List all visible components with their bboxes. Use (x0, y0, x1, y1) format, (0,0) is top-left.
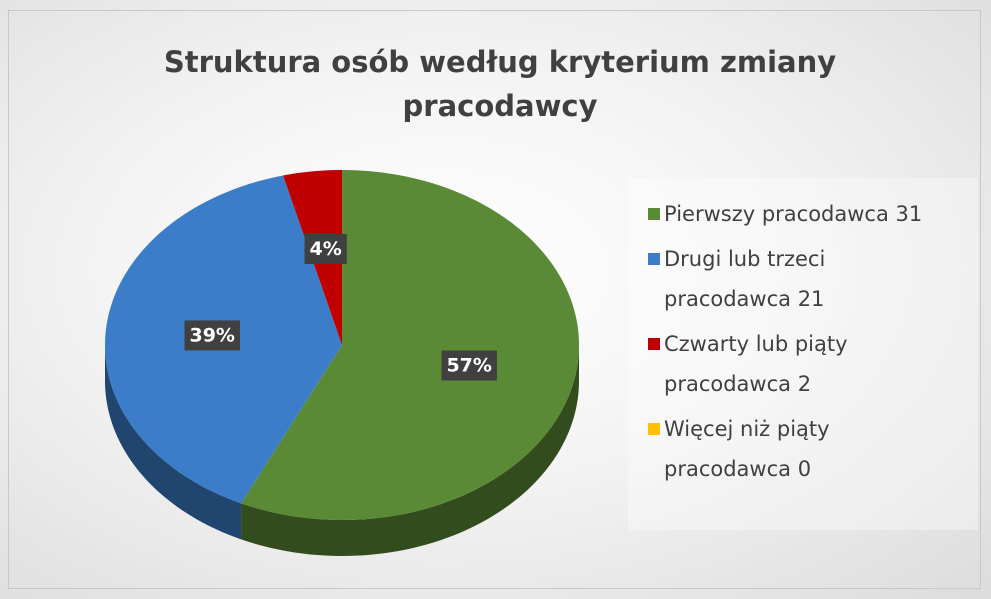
pie-side (241, 345, 579, 556)
data-label: 4% (310, 238, 342, 260)
legend-swatch (648, 253, 660, 265)
chart-title: Struktura osób według kryterium zmiany p… (163, 45, 837, 123)
legend: Pierwszy pracodawca 31 Drugi lub trzeci p… (628, 178, 978, 530)
legend-label: Czwarty lub piąty pracodawca 2 (664, 332, 848, 396)
legend-swatch (648, 208, 660, 220)
data-label-box (441, 350, 497, 381)
chart-frame (8, 10, 981, 589)
data-label-box (184, 320, 240, 351)
data-label: 39% (189, 324, 234, 346)
legend-label: Więcej niż piąty pracodawca 0 (664, 417, 830, 481)
pie-side (105, 345, 242, 540)
legend-label: Pierwszy pracodawca 31 (664, 202, 923, 226)
data-label-box (304, 234, 347, 265)
legend-item: Czwarty lub piąty pracodawca 2 (628, 324, 934, 404)
pie-slice (241, 170, 579, 520)
legend-item: Więcej niż piąty pracodawca 0 (628, 409, 934, 489)
data-label: 57% (446, 354, 491, 376)
legend-label: Drugi lub trzeci pracodawca 21 (664, 247, 826, 311)
legend-item: Drugi lub trzeci pracodawca 21 (628, 239, 934, 319)
legend-swatch (648, 423, 660, 435)
legend-item: Pierwszy pracodawca 31 (628, 194, 934, 234)
legend-swatch (648, 338, 660, 350)
